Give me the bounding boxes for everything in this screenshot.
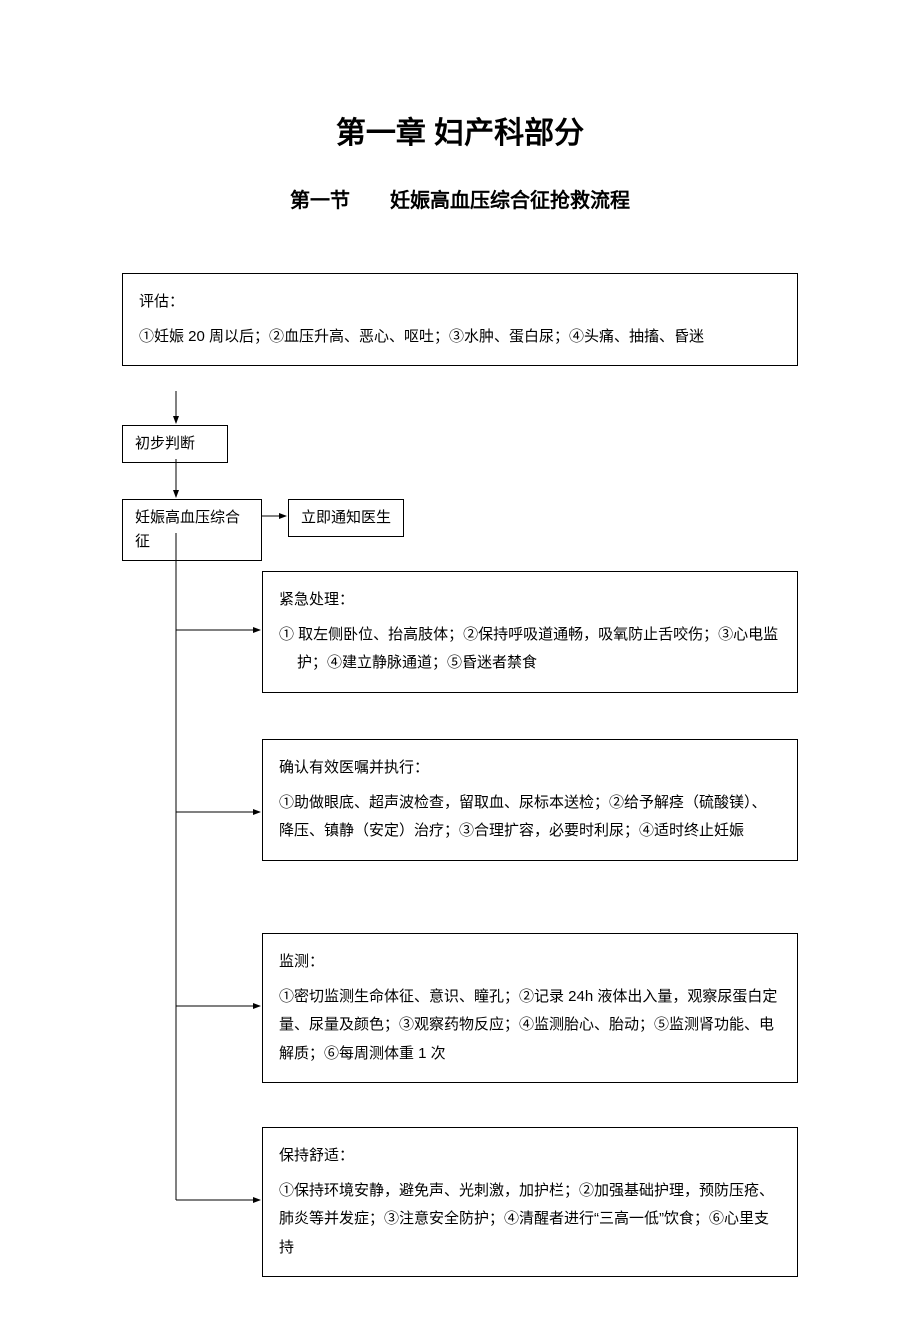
node-prelim: 初步判断: [122, 425, 228, 463]
section-title: 第一节 妊娠高血压综合征抢救流程: [0, 184, 920, 213]
node-orders: 确认有效医嘱并执行： ①助做眼底、超声波检查，留取血、尿标本送检；②给予解痉（硫…: [262, 739, 798, 861]
node-assess: 评估： ①妊娠 20 周以后；②血压升高、恶心、呕吐；③水肿、蛋白尿；④头痛、抽…: [122, 273, 798, 366]
node-comfort: 保持舒适： ①保持环境安静，避免声、光刺激，加护栏；②加强基础护理，预防压疮、肺…: [262, 1127, 798, 1277]
node-emergency-label: 紧急处理：: [279, 586, 781, 615]
node-orders-body: ①助做眼底、超声波检查，留取血、尿标本送检；②给予解痉（硫酸镁）、降压、镇静（安…: [279, 794, 767, 840]
node-emergency-body: ① 取左侧卧位、抬高肢体；②保持呼吸道通畅，吸氧防止舌咬伤；③心电监护；④建立静…: [279, 621, 781, 678]
node-diagnosis-label: 妊娠高血压综合征: [135, 509, 240, 550]
node-assess-body: ①妊娠 20 周以后；②血压升高、恶心、呕吐；③水肿、蛋白尿；④头痛、抽搐、昏迷: [139, 328, 704, 345]
node-monitor-label: 监测：: [279, 948, 781, 977]
node-notify-label: 立即通知医生: [301, 509, 391, 526]
chapter-title: 第一章 妇产科部分: [0, 0, 920, 152]
node-prelim-label: 初步判断: [135, 435, 195, 452]
node-notify: 立即通知医生: [288, 499, 404, 537]
node-diagnosis: 妊娠高血压综合征: [122, 499, 262, 561]
node-monitor: 监测： ①密切监测生命体征、意识、瞳孔；②记录 24h 液体出入量，观察尿蛋白定…: [262, 933, 798, 1083]
node-orders-label: 确认有效医嘱并执行：: [279, 754, 781, 783]
node-monitor-body: ①密切监测生命体征、意识、瞳孔；②记录 24h 液体出入量，观察尿蛋白定量、尿量…: [279, 988, 777, 1062]
node-comfort-body: ①保持环境安静，避免声、光刺激，加护栏；②加强基础护理，预防压疮、肺炎等并发症；…: [279, 1182, 774, 1256]
node-comfort-label: 保持舒适：: [279, 1142, 781, 1171]
node-assess-label: 评估：: [139, 288, 781, 317]
node-emergency: 紧急处理： ① 取左侧卧位、抬高肢体；②保持呼吸道通畅，吸氧防止舌咬伤；③心电监…: [262, 571, 798, 693]
